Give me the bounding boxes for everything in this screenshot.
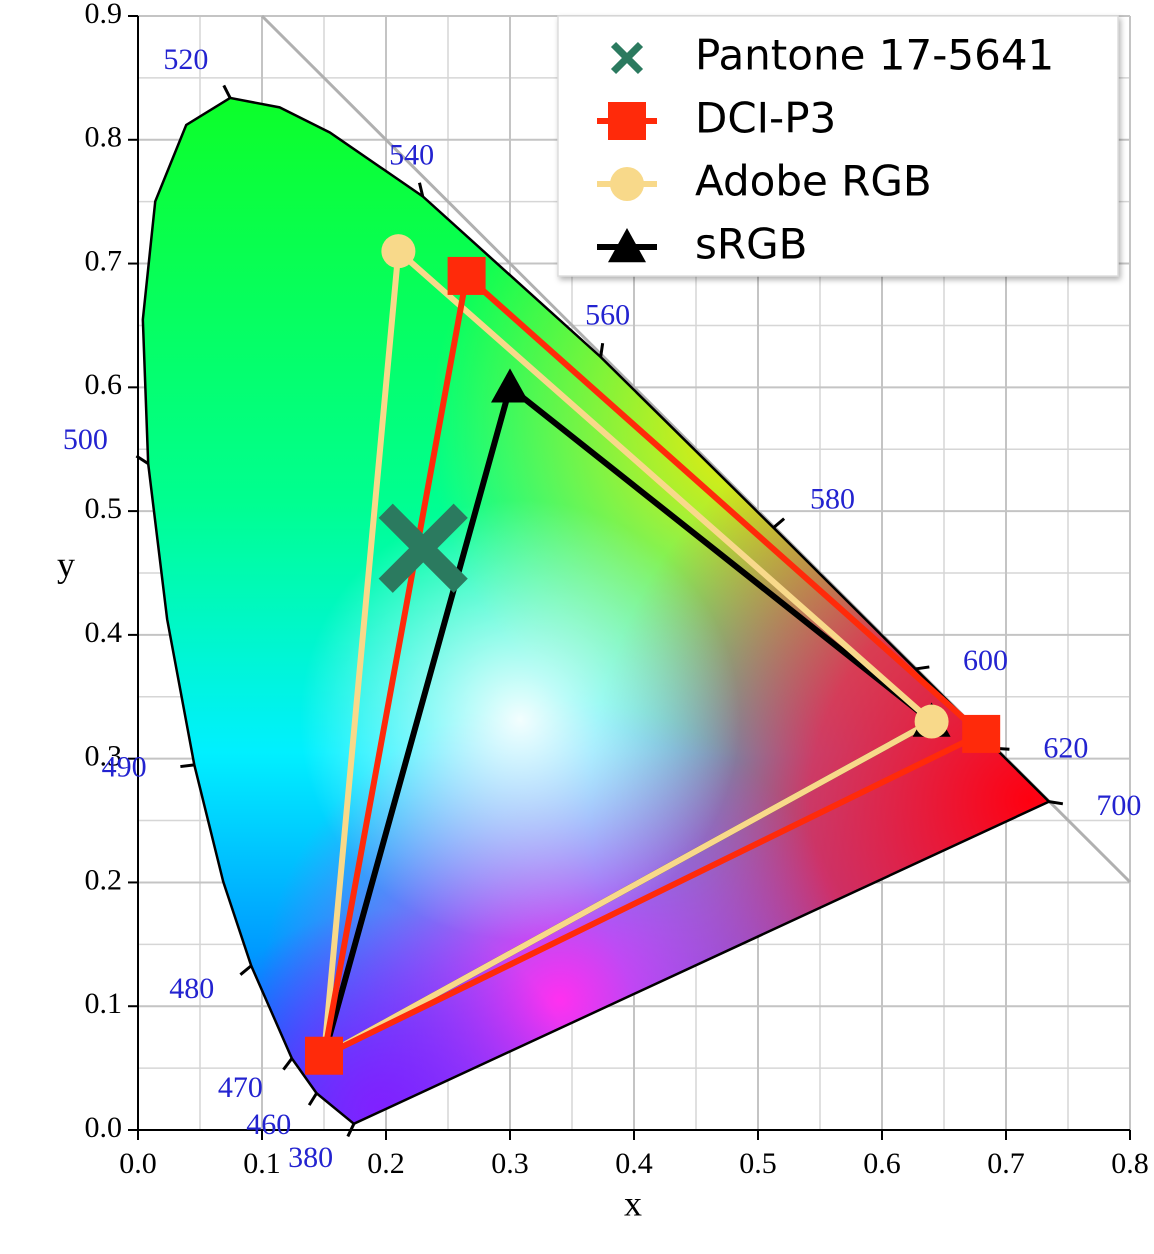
wavelength-tick [915, 665, 930, 671]
y-tick-label: 0.9 [85, 0, 123, 30]
x-tick-label: 0.2 [367, 1147, 405, 1180]
y-tick-label: 0.5 [85, 492, 123, 525]
marker-circle [381, 234, 416, 269]
x-tick-label: 0.3 [491, 1147, 529, 1180]
wavelength-label: 480 [169, 972, 214, 1005]
wavelength-label: 700 [1096, 789, 1141, 822]
plot [135, 84, 1064, 1138]
wavelength-tick [180, 763, 195, 769]
wavelength-label: 600 [963, 644, 1008, 677]
wavelength-label: 560 [585, 298, 630, 331]
marker-circle [610, 167, 644, 201]
x-tick-label: 0.0 [119, 1147, 157, 1180]
x-tick-label: 0.8 [1111, 1147, 1149, 1180]
wavelength-tick [239, 964, 253, 976]
legend-label: DCI-P3 [695, 94, 836, 143]
x-axis-label: x [624, 1183, 642, 1223]
marker-x [610, 41, 644, 75]
x-tick-label: 0.1 [243, 1147, 281, 1180]
wavelength-label: 520 [163, 43, 208, 76]
marker-square [447, 256, 486, 295]
x-tick-label: 0.6 [863, 1147, 901, 1180]
wavelength-tick [599, 342, 605, 358]
marker-x [378, 503, 468, 593]
y-axis-label: y [57, 544, 75, 584]
marker-square [962, 714, 1001, 753]
marker-circle [914, 704, 949, 739]
y-tick-label: 0.7 [85, 244, 123, 277]
legend-box [557, 15, 1119, 277]
wavelength-label: 380 [288, 1141, 333, 1174]
wavelength-label: 620 [1043, 732, 1088, 765]
wavelength-tick [282, 1057, 294, 1071]
marker-triangle [608, 228, 646, 263]
wavelength-label: 580 [810, 483, 855, 516]
marker-triangle [491, 368, 529, 403]
gamut-outline [321, 248, 935, 1059]
y-tick-label: 0.2 [85, 863, 123, 896]
legend-label: sRGB [695, 220, 807, 269]
y-tick-label: 0.1 [85, 987, 123, 1020]
wavelength-label: 540 [389, 138, 434, 171]
legend-label: Adobe RGB [695, 157, 932, 206]
y-tick-label: 0.6 [85, 368, 123, 401]
wavelength-tick [418, 182, 425, 197]
legend-label: Pantone 17-5641 [695, 31, 1054, 80]
wavelength-label: 490 [102, 751, 147, 784]
wavelength-tick [222, 84, 232, 99]
wavelength-label: 500 [63, 423, 108, 456]
wavelength-label: 470 [218, 1071, 263, 1104]
marker-square [305, 1036, 343, 1075]
y-tick-label: 0.0 [85, 1111, 123, 1144]
x-tick-label: 0.4 [615, 1147, 653, 1180]
x-tick-label: 0.7 [987, 1147, 1025, 1180]
legend: Pantone 17-5641 DCI-P3 Adobe RGB sRGB [557, 15, 1119, 277]
x-tick-label: 0.5 [739, 1147, 777, 1180]
wavelength-label: 460 [246, 1108, 291, 1141]
wavelength-tick [1048, 800, 1064, 806]
marker-square [608, 102, 646, 140]
y-tick-label: 0.4 [85, 616, 123, 649]
y-tick-label: 0.3 [85, 740, 123, 773]
wavelength-tick [772, 517, 786, 529]
gamut-outline [321, 272, 985, 1059]
y-tick-label: 0.8 [85, 121, 123, 154]
wavelength-tick [307, 1092, 318, 1106]
spectral-locus [141, 96, 1052, 1126]
